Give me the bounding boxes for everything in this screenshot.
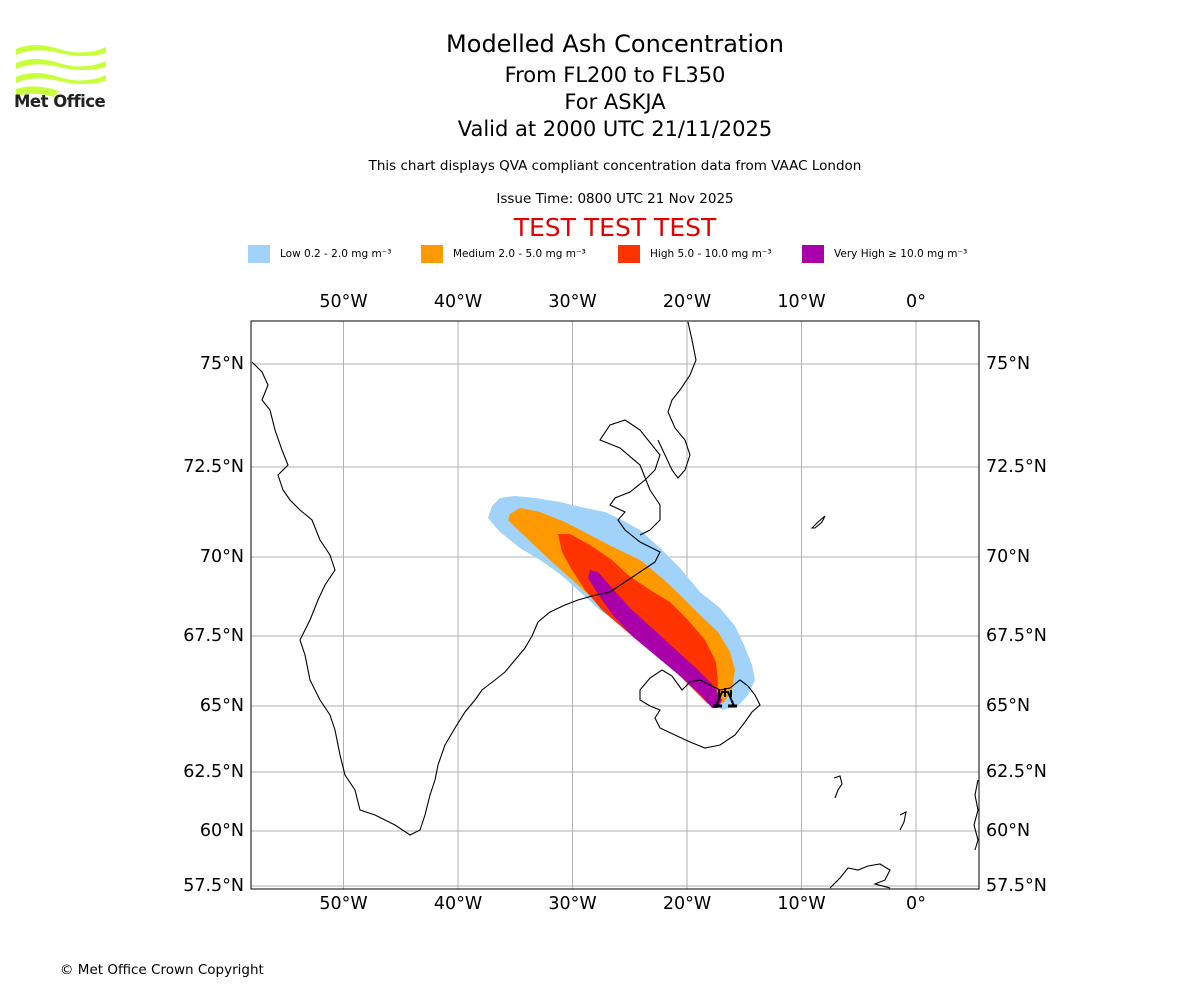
coastline-greenland (251, 361, 661, 836)
flight-level-range: From FL200 to FL350 (504, 63, 726, 87)
island-jan-mayen (810, 515, 826, 529)
lat-tick-left: 67.5°N (183, 626, 244, 646)
lat-tick-left: 60°N (199, 821, 244, 841)
lon-tick-bottom: 20°W (662, 894, 712, 914)
legend-label-medium: Medium 2.0 - 5.0 mg m⁻³ (453, 248, 586, 260)
lat-tick-left: 57.5°N (183, 876, 244, 896)
coastline-iceland (639, 669, 761, 749)
legend-label-high: High 5.0 - 10.0 mg m⁻³ (650, 248, 772, 260)
lon-tick-bottom: 10°W (777, 894, 826, 914)
met-office-logo-icon (16, 45, 106, 97)
plume-very-high (588, 570, 722, 708)
lon-tick-bottom: 0° (906, 894, 926, 914)
island-shetland (899, 811, 907, 831)
lon-tick-bottom: 30°W (548, 894, 597, 914)
lon-tick-bottom: 40°W (433, 894, 483, 914)
lat-tick-right: 72.5°N (986, 457, 1047, 477)
lon-tick-top: 30°W (548, 292, 597, 312)
met-office-logo-text: Met Office (14, 92, 106, 111)
coastlines (251, 321, 979, 889)
lat-tick-right: 60°N (986, 821, 1031, 841)
lat-tick-left: 62.5°N (183, 762, 244, 782)
legend-swatch-medium (421, 245, 443, 263)
lon-tick-top: 40°W (433, 292, 483, 312)
legend-swatch-high (618, 245, 640, 263)
coastline-norway (973, 779, 979, 851)
lat-tick-right: 70°N (986, 547, 1031, 567)
chart-title: Modelled Ash Concentration (446, 30, 784, 58)
lat-tick-left: 72.5°N (183, 457, 244, 477)
lon-tick-top: 20°W (662, 292, 712, 312)
volcano-name: For ASKJA (564, 90, 666, 114)
coastline-scotland (829, 863, 891, 889)
lat-tick-right: 62.5°N (986, 762, 1047, 782)
issue-time: Issue Time: 0800 UTC 21 Nov 2025 (496, 191, 734, 207)
lon-tick-top: 50°W (319, 292, 368, 312)
lon-tick-top: 0° (906, 292, 926, 312)
ash-plume (488, 496, 755, 710)
legend-item-very-high: Very High ≥ 10.0 mg m⁻³ (802, 244, 967, 264)
chart-subtitle: This chart displays QVA compliant concen… (368, 158, 862, 174)
lat-tick-left: 65°N (199, 696, 244, 716)
lat-tick-right: 67.5°N (986, 626, 1047, 646)
test-banner: TEST TEST TEST (513, 213, 717, 242)
legend-label-very-high: Very High ≥ 10.0 mg m⁻³ (834, 248, 968, 260)
map-frame (250, 320, 980, 890)
coastline-east-greenland-north (657, 321, 697, 479)
lon-tick-bottom: 50°W (319, 894, 368, 914)
legend-item-high: High 5.0 - 10.0 mg m⁻³ (618, 244, 772, 264)
lat-tick-right: 57.5°N (986, 876, 1047, 896)
copyright-notice: © Met Office Crown Copyright (60, 962, 264, 978)
island-faroe (833, 775, 843, 799)
lat-tick-left: 70°N (199, 547, 244, 567)
legend-swatch-low (248, 245, 270, 263)
legend-swatch-very-high (802, 245, 824, 263)
lat-tick-right: 75°N (986, 354, 1031, 374)
legend-label-low: Low 0.2 - 2.0 mg m⁻³ (280, 248, 392, 260)
valid-time: Valid at 2000 UTC 21/11/2025 (457, 117, 773, 141)
legend-item-medium: Medium 2.0 - 5.0 mg m⁻³ (421, 244, 586, 264)
legend-item-low: Low 0.2 - 2.0 mg m⁻³ (248, 244, 391, 264)
lat-tick-left: 75°N (199, 354, 244, 374)
lat-tick-right: 65°N (986, 696, 1031, 716)
lon-tick-top: 10°W (777, 292, 826, 312)
volcano-symbol-icon (713, 688, 737, 708)
